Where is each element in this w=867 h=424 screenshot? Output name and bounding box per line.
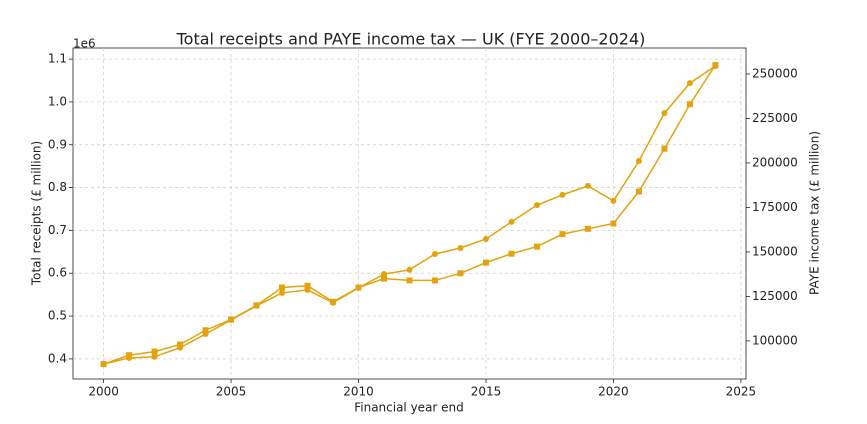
data-point: [457, 270, 464, 277]
data-point: [381, 271, 388, 278]
data-point: [253, 302, 260, 309]
x-tick-label: 2010: [343, 385, 374, 399]
y2-tick-label: 125000: [752, 289, 798, 303]
data-point: [330, 298, 337, 305]
data-point: [610, 197, 617, 204]
data-point: [431, 250, 438, 257]
y-offset-label: 1e6: [73, 37, 96, 51]
data-point: [355, 284, 362, 291]
y2-tick-label: 200000: [752, 155, 798, 169]
data-point: [559, 191, 566, 198]
data-point: [151, 348, 158, 355]
x-tick-label: 2020: [598, 385, 629, 399]
x-axis-label: Financial year end: [354, 401, 464, 415]
data-point: [559, 231, 566, 238]
data-point: [686, 80, 693, 87]
data-point: [279, 284, 286, 291]
y-tick-label: 0.5: [48, 309, 67, 323]
y2-tick-label: 175000: [752, 200, 798, 214]
plot-frame: [72, 47, 747, 380]
data-point: [508, 250, 515, 257]
data-point: [177, 341, 184, 348]
y2-tick-label: 250000: [752, 66, 798, 80]
y-tick-label: 1.0: [48, 94, 67, 108]
data-point: [635, 158, 642, 165]
data-point: [610, 220, 617, 227]
data-point: [202, 327, 209, 334]
y-tick-label: 1.1: [48, 52, 67, 66]
data-point: [686, 101, 693, 108]
data-point: [482, 235, 489, 242]
y-tick-label: 0.7: [48, 223, 67, 237]
data-point: [126, 352, 133, 359]
y2-tick-label: 225000: [752, 111, 798, 125]
data-point: [533, 202, 540, 209]
x-tick-label: 2000: [88, 385, 119, 399]
y-tick-label: 0.8: [48, 180, 67, 194]
data-point: [457, 244, 464, 251]
data-point: [584, 182, 591, 189]
x-tick-label: 2025: [726, 385, 757, 399]
y-tick-label: 0.9: [48, 137, 67, 151]
y-axis-label: Total receipts (£ million): [30, 141, 44, 286]
chart-title: Total receipts and PAYE income tax — UK …: [176, 30, 646, 49]
data-point: [228, 316, 235, 323]
data-point: [482, 259, 489, 266]
data-point: [533, 243, 540, 250]
data-point: [279, 289, 286, 296]
data-point: [661, 145, 668, 152]
data-point: [635, 188, 642, 195]
data-point: [406, 277, 413, 284]
data-point: [151, 353, 158, 360]
y-tick-label: 0.4: [48, 351, 67, 365]
y2-tick-label: 150000: [752, 244, 798, 258]
data-point: [712, 62, 719, 69]
data-point: [381, 275, 388, 282]
series-line: [103, 65, 716, 365]
x-tick-label: 2015: [471, 385, 502, 399]
data-point: [406, 266, 413, 273]
x-tick-label: 2005: [216, 385, 247, 399]
series-line: [103, 64, 717, 365]
data-point: [661, 110, 668, 117]
data-point: [584, 225, 591, 232]
y-tick-label: 0.6: [48, 266, 67, 280]
data-point: [100, 361, 107, 368]
y2-tick-label: 100000: [752, 333, 798, 347]
y2-axis-label: PAYE income tax (£ million): [808, 131, 822, 295]
data-point: [304, 282, 311, 289]
data-point: [508, 218, 515, 225]
data-point: [431, 277, 438, 284]
